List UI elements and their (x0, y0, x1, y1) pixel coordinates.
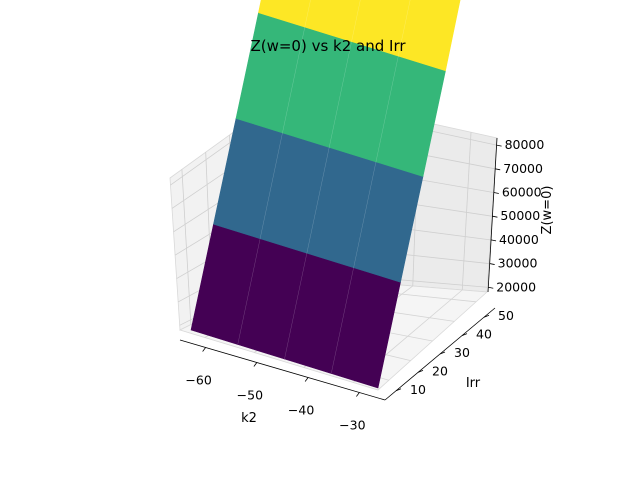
surface-patch (258, 0, 312, 28)
x-tick (304, 377, 309, 382)
y-tick (483, 314, 490, 318)
x-tick (253, 362, 258, 367)
x-axis-line (179, 339, 386, 401)
z-tick (493, 192, 499, 194)
x-tick (356, 392, 360, 397)
surface-mesh (190, 0, 461, 389)
surface-mesh-line (237, 0, 311, 345)
surface-patch (351, 0, 411, 57)
chart-title: Z(w=0) vs k2 and Irr (250, 37, 406, 55)
y-tick (395, 388, 402, 392)
surface-mesh-line (284, 0, 361, 360)
y-tick (461, 333, 468, 336)
z-tick (496, 144, 502, 147)
z-tick (492, 215, 498, 218)
z-tick (490, 239, 497, 242)
y-tick (417, 370, 424, 373)
x-tick-label: −50 (237, 388, 263, 403)
x-tick-label: −30 (339, 418, 365, 433)
y-tick-label: 10 (410, 382, 426, 397)
x-tick-label: −60 (185, 373, 211, 388)
y-axis-label: Irr (466, 376, 481, 391)
z-axis-label: Z(w=0) (540, 186, 555, 235)
surface-patch (398, 0, 461, 72)
x-tick-label: −40 (288, 403, 314, 418)
x-axis-label: k2 (241, 411, 257, 426)
y-tick (439, 351, 446, 355)
y-tick-label: 30 (454, 345, 470, 360)
z-tick-label: 20000 (496, 279, 536, 294)
grid-line-back-x (461, 132, 472, 291)
z-tick-label: 40000 (499, 232, 539, 247)
y-tick-label: 20 (432, 363, 448, 378)
y-tick-label: 40 (476, 327, 492, 342)
tick-marks: −60 −50 −40 −30 10 20 30 40 50 20000 30000 40000 500… (179, 137, 545, 433)
grid-line-left-y (181, 169, 192, 325)
z-tick (488, 286, 494, 289)
surface-mesh-line (331, 0, 411, 374)
axis-labels: Z(w=0) vs k2 and Irr k2 Irr Z(w=0) (241, 37, 555, 426)
surface-patch (304, 0, 361, 43)
z-tick-label: 60000 (502, 184, 542, 199)
z-tick (495, 168, 501, 171)
z-tick (489, 263, 495, 265)
z-tick-label: 50000 (500, 208, 540, 223)
x-tick (202, 347, 206, 352)
y-tick-label: 50 (498, 308, 514, 323)
z-tick-label: 80000 (505, 137, 545, 152)
z-tick-label: 70000 (503, 161, 543, 176)
z-tick-label: 30000 (498, 256, 538, 271)
z-axis-line (487, 137, 498, 293)
